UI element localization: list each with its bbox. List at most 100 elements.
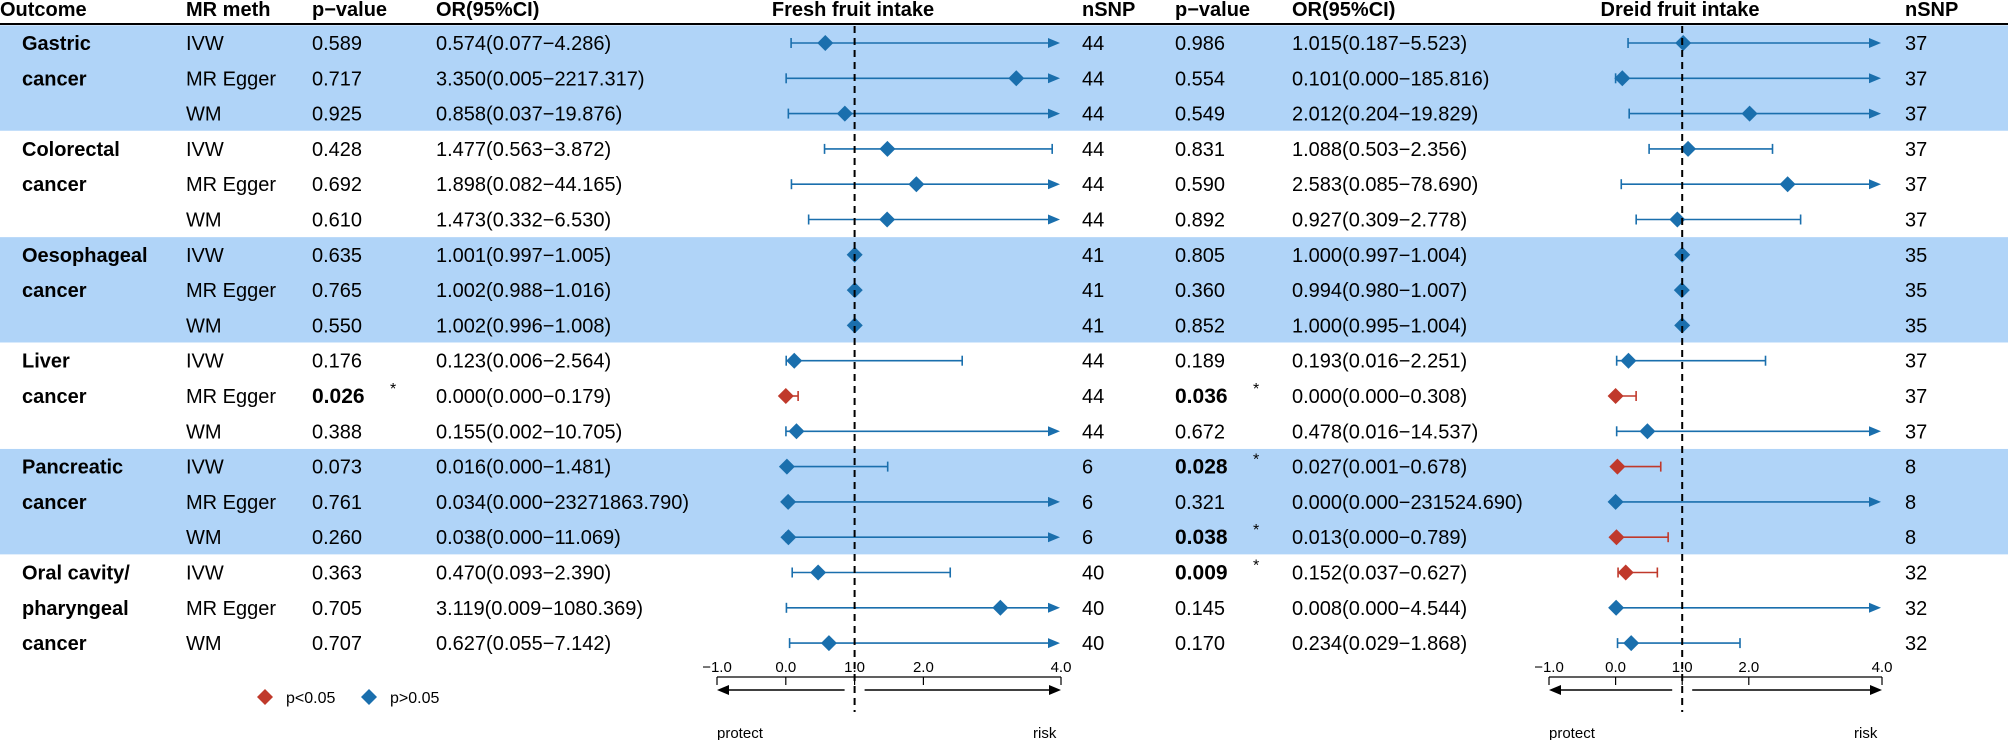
method-cell: WM [186, 210, 222, 232]
x-label-protect: protect [1549, 725, 1596, 740]
x-tick-label: 4.0 [1872, 659, 1893, 676]
group-name: cancer [22, 386, 87, 408]
nsnp-cell: 32 [1905, 563, 1927, 585]
nsnp-cell: 37 [1905, 421, 1927, 443]
pvalue-cell: 0.549 [1175, 104, 1225, 126]
point-estimate [879, 140, 896, 157]
pvalue-cell: 0.554 [1175, 68, 1225, 90]
or-ci-cell: 0.155(0.002−10.705) [436, 421, 622, 443]
ci-arrow [1048, 108, 1060, 119]
ci-arrow [1869, 602, 1881, 613]
significance-star: * [1253, 452, 1259, 469]
pvalue-cell: 0.892 [1175, 210, 1225, 232]
nsnp-cell: 37 [1905, 351, 1927, 373]
nsnp-cell: 44 [1082, 33, 1104, 55]
significance-star: * [1253, 381, 1259, 398]
x-label-protect: protect [717, 725, 764, 740]
method-cell: WM [186, 315, 222, 337]
nsnp-cell: 44 [1082, 386, 1104, 408]
or-ci-cell: 0.927(0.309−2.778) [1292, 210, 1467, 232]
ci-arrow [1048, 496, 1060, 507]
nsnp-cell: 37 [1905, 33, 1927, 55]
header-pvalue-left: p−value [312, 0, 387, 21]
point-estimate [992, 599, 1009, 616]
nsnp-cell: 35 [1905, 315, 1927, 337]
group-name: pharyngeal [22, 598, 129, 620]
pvalue-cell: 0.145 [1175, 598, 1225, 620]
ci-arrow [1048, 602, 1060, 613]
header-or-left: OR(95%CI) [436, 0, 539, 21]
point-estimate [820, 635, 837, 652]
header-pvalue-right: p−value [1175, 0, 1250, 21]
ci-arrow [1048, 532, 1060, 543]
legend: p<0.05 p>0.05 [257, 689, 439, 707]
group-name: Pancreatic [22, 457, 123, 479]
ci-arrow [1048, 179, 1060, 190]
ci-arrow [1048, 38, 1060, 48]
nsnp-cell: 6 [1082, 492, 1093, 514]
nsnp-cell: 37 [1905, 210, 1927, 232]
point-estimate [778, 458, 795, 475]
or-ci-cell: 2.583(0.085−78.690) [1292, 174, 1478, 196]
or-ci-cell: 0.008(0.000−4.544) [1292, 598, 1467, 620]
nsnp-cell: 6 [1082, 527, 1093, 549]
or-ci-cell: 1.002(0.996−1.008) [436, 315, 611, 337]
point-estimate [1608, 529, 1625, 546]
point-estimate [1741, 105, 1758, 122]
pvalue-cell: 0.176 [312, 351, 362, 373]
ci-arrow [1869, 179, 1881, 190]
or-ci-cell: 0.858(0.037−19.876) [436, 104, 622, 126]
point-estimate [879, 211, 896, 228]
ci-arrow [1048, 214, 1060, 225]
method-cell: IVW [186, 351, 224, 373]
point-estimate [780, 493, 797, 510]
point-estimate [786, 352, 803, 369]
nsnp-cell: 44 [1082, 421, 1104, 443]
group-name: cancer [22, 68, 87, 90]
point-estimate [1639, 423, 1656, 440]
or-ci-cell: 0.470(0.093−2.390) [436, 563, 611, 585]
group-name: cancer [22, 280, 87, 302]
pvalue-cell: 0.321 [1175, 492, 1225, 514]
x-tick-label: 1.0 [844, 659, 865, 676]
pvalue-cell: 0.026 [312, 385, 365, 408]
or-ci-cell: 0.000(0.000−0.308) [1292, 386, 1467, 408]
or-ci-cell: 0.574(0.077−4.286) [436, 33, 611, 55]
method-cell: MR Egger [186, 598, 276, 620]
point-estimate [1617, 564, 1634, 581]
nsnp-cell: 8 [1905, 457, 1916, 479]
x-tick-label: 4.0 [1051, 659, 1072, 676]
x-tick-label: 2.0 [913, 659, 934, 676]
pvalue-cell: 0.388 [312, 421, 362, 443]
group-name: cancer [22, 492, 87, 514]
nsnp-cell: 40 [1082, 563, 1104, 585]
point-estimate [780, 529, 797, 546]
header-method: MR meth [186, 0, 270, 21]
or-ci-cell: 1.001(0.997−1.005) [436, 245, 611, 267]
pvalue-cell: 0.707 [312, 633, 362, 655]
nsnp-cell: 40 [1082, 598, 1104, 620]
pvalue-cell: 0.925 [312, 104, 362, 126]
nsnp-cell: 6 [1082, 457, 1093, 479]
point-estimate [788, 423, 805, 440]
nsnp-cell: 41 [1082, 245, 1104, 267]
nsnp-cell: 35 [1905, 280, 1927, 302]
forest-panel-dried: −1.0 0.0 1.0 2.0 4.0 protect risk [1534, 26, 1892, 740]
risk-arrow-head [1870, 685, 1882, 695]
risk-arrow-head [1049, 685, 1061, 695]
group-name: cancer [22, 633, 87, 655]
nsnp-cell: 35 [1905, 245, 1927, 267]
group-band [0, 237, 2008, 344]
nsnp-cell: 37 [1905, 174, 1927, 196]
ci-arrow [1869, 108, 1881, 119]
method-cell: MR Egger [186, 174, 276, 196]
x-tick-label: −1.0 [702, 659, 732, 676]
ci-arrow [1869, 38, 1881, 48]
nsnp-cell: 44 [1082, 210, 1104, 232]
method-cell: WM [186, 421, 222, 443]
legend-marker-significant [257, 689, 273, 705]
or-ci-cell: 0.101(0.000−185.816) [1292, 68, 1489, 90]
or-ci-cell: 0.027(0.001−0.678) [1292, 457, 1467, 479]
or-ci-cell: 0.000(0.000−0.179) [436, 386, 611, 408]
